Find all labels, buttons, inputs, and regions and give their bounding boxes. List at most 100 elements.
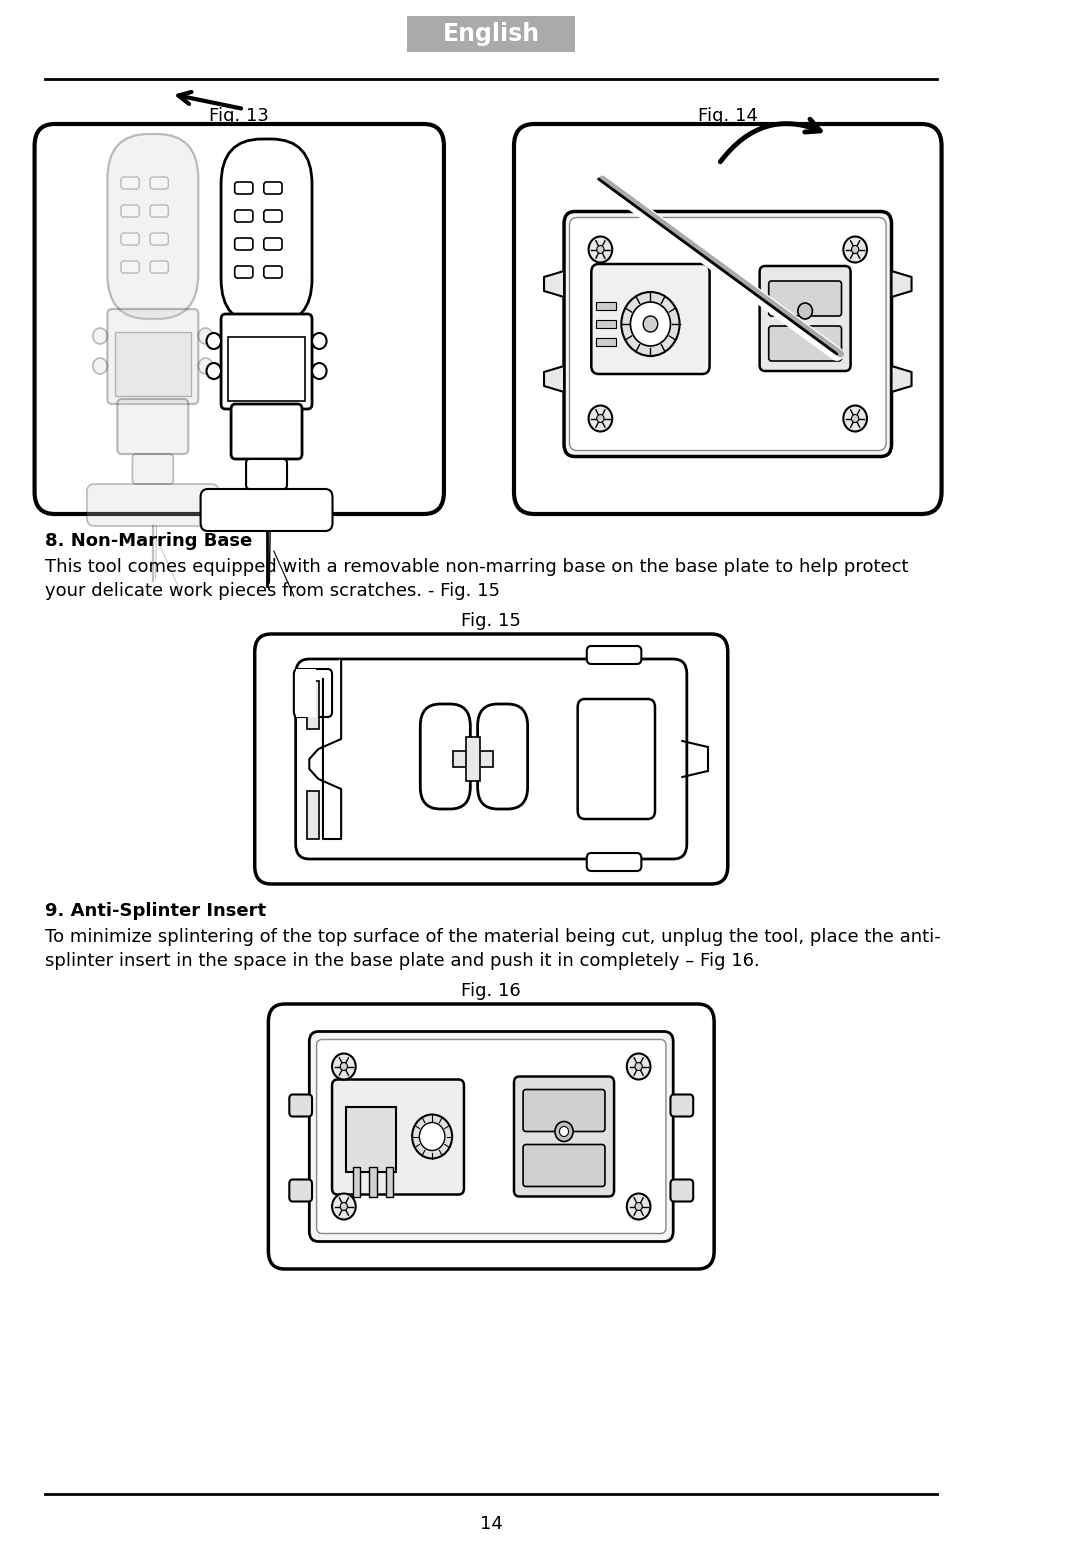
FancyBboxPatch shape	[294, 669, 332, 717]
Bar	[307, 682, 320, 730]
FancyBboxPatch shape	[255, 634, 728, 884]
Circle shape	[413, 1114, 453, 1159]
Circle shape	[635, 1202, 643, 1210]
Polygon shape	[891, 271, 912, 297]
FancyBboxPatch shape	[121, 177, 139, 189]
FancyBboxPatch shape	[264, 211, 282, 222]
Circle shape	[589, 237, 612, 262]
FancyBboxPatch shape	[150, 177, 168, 189]
FancyBboxPatch shape	[564, 212, 891, 457]
Text: Fig. 16: Fig. 16	[461, 982, 522, 1001]
Circle shape	[312, 362, 326, 380]
Circle shape	[626, 1053, 650, 1080]
FancyBboxPatch shape	[289, 1179, 312, 1202]
Bar	[307, 792, 320, 840]
Polygon shape	[544, 271, 564, 297]
Circle shape	[206, 362, 221, 380]
FancyBboxPatch shape	[234, 181, 253, 194]
Text: 9. Anti-Splinter Insert: 9. Anti-Splinter Insert	[45, 902, 267, 920]
Bar	[346, 1106, 395, 1171]
Circle shape	[589, 406, 612, 432]
Circle shape	[93, 358, 107, 373]
FancyBboxPatch shape	[671, 1095, 693, 1117]
FancyBboxPatch shape	[118, 400, 188, 454]
FancyBboxPatch shape	[289, 1095, 312, 1117]
Bar	[596, 338, 616, 345]
Circle shape	[199, 328, 213, 344]
FancyBboxPatch shape	[586, 853, 642, 871]
FancyBboxPatch shape	[264, 181, 282, 194]
FancyBboxPatch shape	[514, 124, 942, 514]
FancyBboxPatch shape	[121, 204, 139, 217]
FancyBboxPatch shape	[234, 211, 253, 222]
FancyBboxPatch shape	[759, 266, 851, 372]
Circle shape	[597, 415, 604, 423]
FancyBboxPatch shape	[769, 325, 841, 361]
Circle shape	[621, 293, 679, 356]
Bar	[386, 1166, 393, 1196]
FancyBboxPatch shape	[133, 454, 173, 483]
Circle shape	[206, 333, 221, 349]
Circle shape	[199, 358, 213, 373]
Text: English: English	[443, 22, 540, 46]
FancyBboxPatch shape	[477, 703, 528, 809]
Circle shape	[332, 1193, 355, 1219]
FancyBboxPatch shape	[769, 280, 841, 316]
Text: splinter insert in the space in the base plate and push it in completely – Fig 1: splinter insert in the space in the base…	[45, 953, 760, 970]
Text: This tool comes equipped with a removable non-marring base on the base plate to : This tool comes equipped with a removabl…	[45, 558, 909, 576]
Bar	[465, 739, 482, 779]
FancyBboxPatch shape	[332, 1080, 464, 1194]
Circle shape	[597, 245, 604, 254]
FancyBboxPatch shape	[523, 1089, 605, 1131]
Text: To minimize splintering of the top surface of the material being cut, unplug the: To minimize splintering of the top surfa…	[45, 928, 942, 946]
FancyBboxPatch shape	[107, 308, 199, 404]
FancyBboxPatch shape	[234, 266, 253, 277]
FancyBboxPatch shape	[296, 658, 687, 860]
Circle shape	[843, 237, 867, 262]
FancyBboxPatch shape	[514, 1077, 615, 1196]
FancyBboxPatch shape	[107, 135, 199, 319]
Circle shape	[312, 333, 326, 349]
FancyBboxPatch shape	[523, 1145, 605, 1187]
Circle shape	[843, 406, 867, 432]
FancyBboxPatch shape	[309, 1032, 673, 1241]
FancyBboxPatch shape	[578, 699, 654, 819]
Text: your delicate work pieces from scratches. - Fig. 15: your delicate work pieces from scratches…	[45, 582, 500, 599]
FancyBboxPatch shape	[420, 703, 470, 809]
Text: Fig. 15: Fig. 15	[461, 612, 522, 630]
Polygon shape	[891, 366, 912, 392]
FancyBboxPatch shape	[264, 266, 282, 277]
Circle shape	[559, 1126, 568, 1137]
Circle shape	[419, 1123, 445, 1151]
FancyBboxPatch shape	[671, 1179, 693, 1202]
Circle shape	[631, 302, 671, 345]
FancyBboxPatch shape	[221, 139, 312, 324]
FancyBboxPatch shape	[231, 404, 302, 459]
Text: Fig. 14: Fig. 14	[698, 107, 758, 125]
FancyBboxPatch shape	[234, 239, 253, 249]
Circle shape	[644, 316, 658, 331]
FancyBboxPatch shape	[268, 1004, 714, 1269]
Circle shape	[340, 1063, 348, 1070]
FancyBboxPatch shape	[121, 232, 139, 245]
FancyBboxPatch shape	[586, 646, 642, 665]
Circle shape	[626, 1193, 650, 1219]
Bar	[114, 331, 191, 397]
Circle shape	[851, 415, 859, 423]
Circle shape	[332, 1053, 355, 1080]
FancyBboxPatch shape	[201, 489, 333, 531]
Circle shape	[851, 245, 859, 254]
FancyBboxPatch shape	[264, 239, 282, 249]
FancyBboxPatch shape	[121, 260, 139, 273]
Circle shape	[340, 1202, 348, 1210]
Polygon shape	[309, 658, 341, 840]
Bar	[465, 737, 481, 781]
Text: 14: 14	[480, 1515, 502, 1534]
FancyBboxPatch shape	[86, 483, 219, 527]
Text: 8. Non-Marring Base: 8. Non-Marring Base	[45, 531, 253, 550]
FancyBboxPatch shape	[246, 459, 287, 489]
FancyBboxPatch shape	[150, 204, 168, 217]
Polygon shape	[544, 366, 564, 392]
Bar	[369, 1166, 377, 1196]
Bar	[453, 751, 494, 767]
